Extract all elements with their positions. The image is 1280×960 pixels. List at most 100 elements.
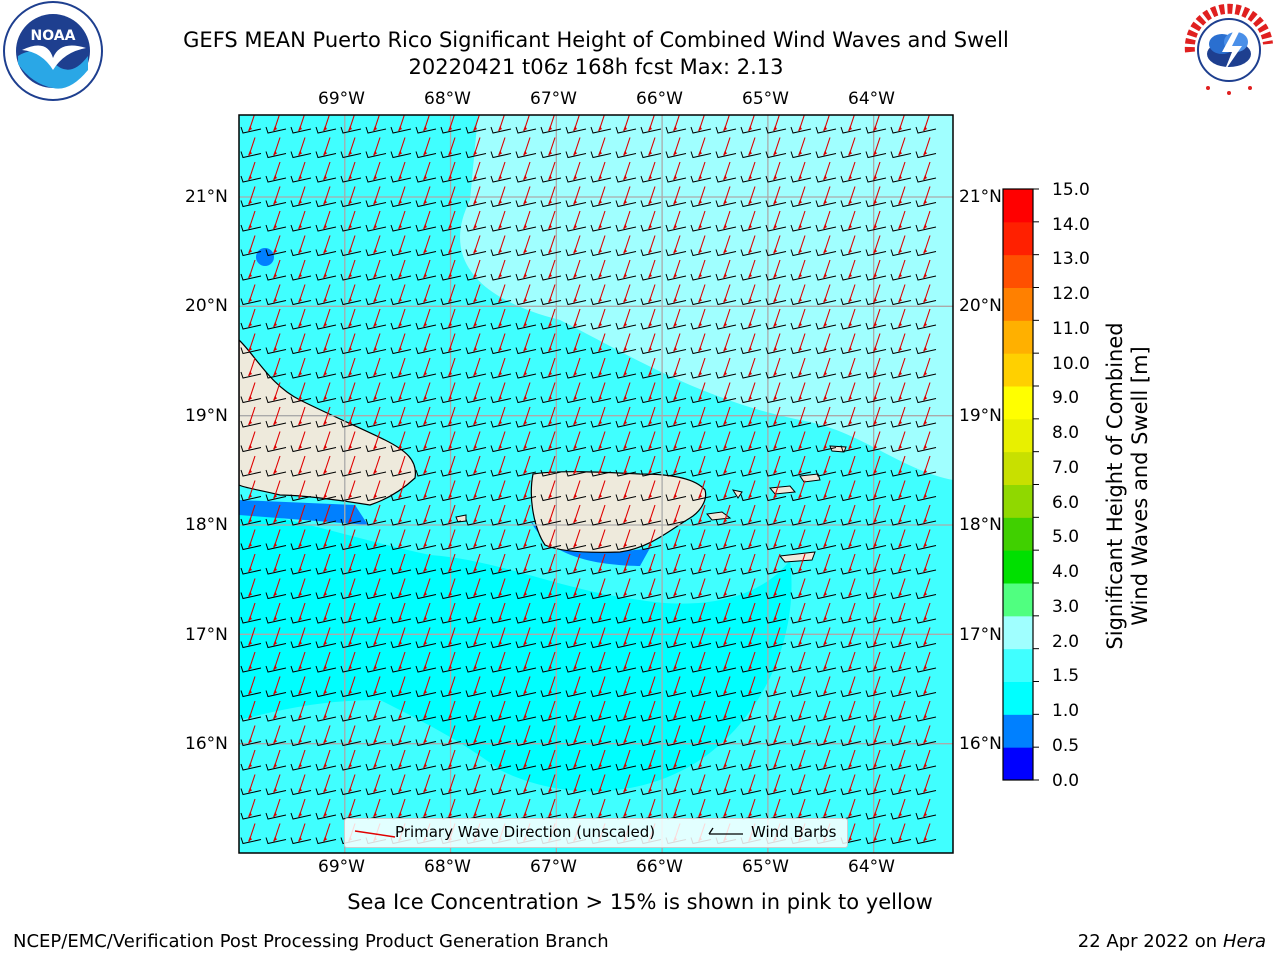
wave-direction-arrow-head [323, 273, 327, 278]
wind-barb [840, 763, 862, 771]
wind-barb [890, 837, 912, 845]
wave-direction-arrow-head [598, 616, 602, 621]
wave-direction-arrow-head [298, 126, 302, 131]
wind-barb [340, 445, 362, 453]
wave-direction-arrow-head [748, 224, 752, 229]
footer-host: Hera [1222, 931, 1266, 952]
wave-direction-arrow-head [898, 812, 902, 817]
wind-barb [865, 739, 887, 747]
wave-direction-arrow-head [598, 395, 602, 401]
wave-direction-arrow-head [823, 591, 827, 597]
wind-barb [915, 200, 937, 208]
wave-direction-arrow-head [798, 738, 802, 744]
wave-direction-arrow-head [423, 199, 427, 205]
wave-direction-arrow-head [923, 175, 927, 180]
wave-direction-arrow-head [473, 542, 477, 548]
wave-direction-arrow-head [498, 591, 502, 597]
wind-barb [715, 151, 737, 159]
wave-direction-arrow-head [498, 371, 502, 376]
wave-direction-arrow-head [673, 322, 677, 327]
colorbar-tick: 14.0 [1052, 215, 1090, 235]
wave-direction-arrow-head [923, 591, 927, 597]
wind-barb [240, 420, 262, 428]
wave-direction-arrow-head [598, 150, 602, 156]
wind-barb [315, 420, 337, 428]
wave-direction-arrow-head [648, 150, 652, 156]
wind-barb [390, 273, 412, 281]
wind-barb [565, 788, 587, 796]
wave-direction-arrow-head [648, 175, 652, 180]
wind-barb [915, 641, 937, 649]
wave-direction-arrow-head [398, 665, 402, 670]
wind-barb [715, 224, 737, 232]
wind-barb [265, 273, 287, 281]
wind-barb [915, 494, 937, 502]
wave-direction-arrow-head [898, 665, 902, 670]
wave-direction-arrow-head [573, 616, 577, 621]
land-vieques [706, 511, 732, 521]
wind-barb [915, 175, 937, 183]
wave-direction-arrow-head [323, 616, 327, 621]
wave-direction-arrow-head [448, 224, 452, 229]
wave-direction-arrow-head [823, 787, 827, 793]
wind-barb [765, 445, 787, 453]
wave-direction-arrow-head [923, 689, 927, 695]
wind-barb [665, 249, 687, 257]
wind-barb [490, 518, 512, 526]
wind-barb [490, 616, 512, 624]
wave-direction-arrow-head [298, 665, 302, 670]
wave-direction-arrow-head [398, 346, 402, 352]
wind-barb [340, 469, 362, 477]
wave-direction-arrow-head [473, 591, 477, 597]
wind-barb [640, 420, 662, 428]
wind-barb [440, 739, 462, 747]
sea-ice-note: Sea Ice Concentration > 15% is shown in … [347, 890, 933, 914]
wind-barb [440, 298, 462, 306]
wave-direction-arrow-head [648, 763, 652, 768]
wind-barb [765, 249, 787, 257]
wind-barb [290, 665, 312, 673]
wave-direction-arrow-head [423, 224, 427, 229]
wave-direction-arrow-head [523, 763, 527, 768]
wave-direction-arrow-head [273, 224, 277, 229]
colorbar-label-line2: Wind Waves and Swell [m] [1128, 346, 1152, 626]
wind-barb [865, 837, 887, 845]
wave-direction-arrow-head [698, 444, 702, 450]
wind-barb [290, 592, 312, 600]
wave-direction-arrow-head [898, 763, 902, 768]
wave-direction-arrow-head [548, 346, 552, 352]
wave-direction-arrow-head [698, 542, 702, 548]
wave-direction-arrow-head [798, 273, 802, 278]
wind-barb [415, 445, 437, 453]
wave-direction-arrow-head [723, 175, 727, 180]
wave-direction-arrow-head [298, 738, 302, 744]
wind-barb [540, 469, 562, 477]
wind-barb [340, 518, 362, 526]
wind-barb [690, 690, 712, 698]
wind-barb [240, 151, 262, 159]
wave-direction-arrow-head [748, 763, 752, 768]
wave-direction-arrow-head [648, 297, 652, 303]
wave-direction-arrow-head [573, 371, 577, 376]
wind-barb [665, 200, 687, 208]
wave-direction-arrow-head [898, 518, 902, 523]
wave-direction-arrow-head [548, 616, 552, 621]
wind-barb [490, 420, 512, 428]
wind-barb [290, 469, 312, 477]
wave-direction-arrow-head [898, 542, 902, 548]
wind-barb [690, 249, 712, 257]
wave-direction-arrow-head [323, 126, 327, 131]
wind-barb [440, 518, 462, 526]
wind-barb [415, 763, 437, 771]
wave-direction-arrow-head [448, 812, 452, 817]
wave-direction-arrow-head [423, 322, 427, 327]
wave-direction-arrow-head [423, 689, 427, 695]
wind-barb [890, 224, 912, 232]
wind-barb [615, 322, 637, 330]
wind-barb [890, 812, 912, 820]
wave-direction-arrow-head [773, 640, 777, 646]
wind-barb [615, 249, 637, 257]
wind-barb [565, 763, 587, 771]
wave-direction-arrow-head [823, 493, 827, 499]
lon-tick-top-65w: 65°W [742, 89, 789, 109]
